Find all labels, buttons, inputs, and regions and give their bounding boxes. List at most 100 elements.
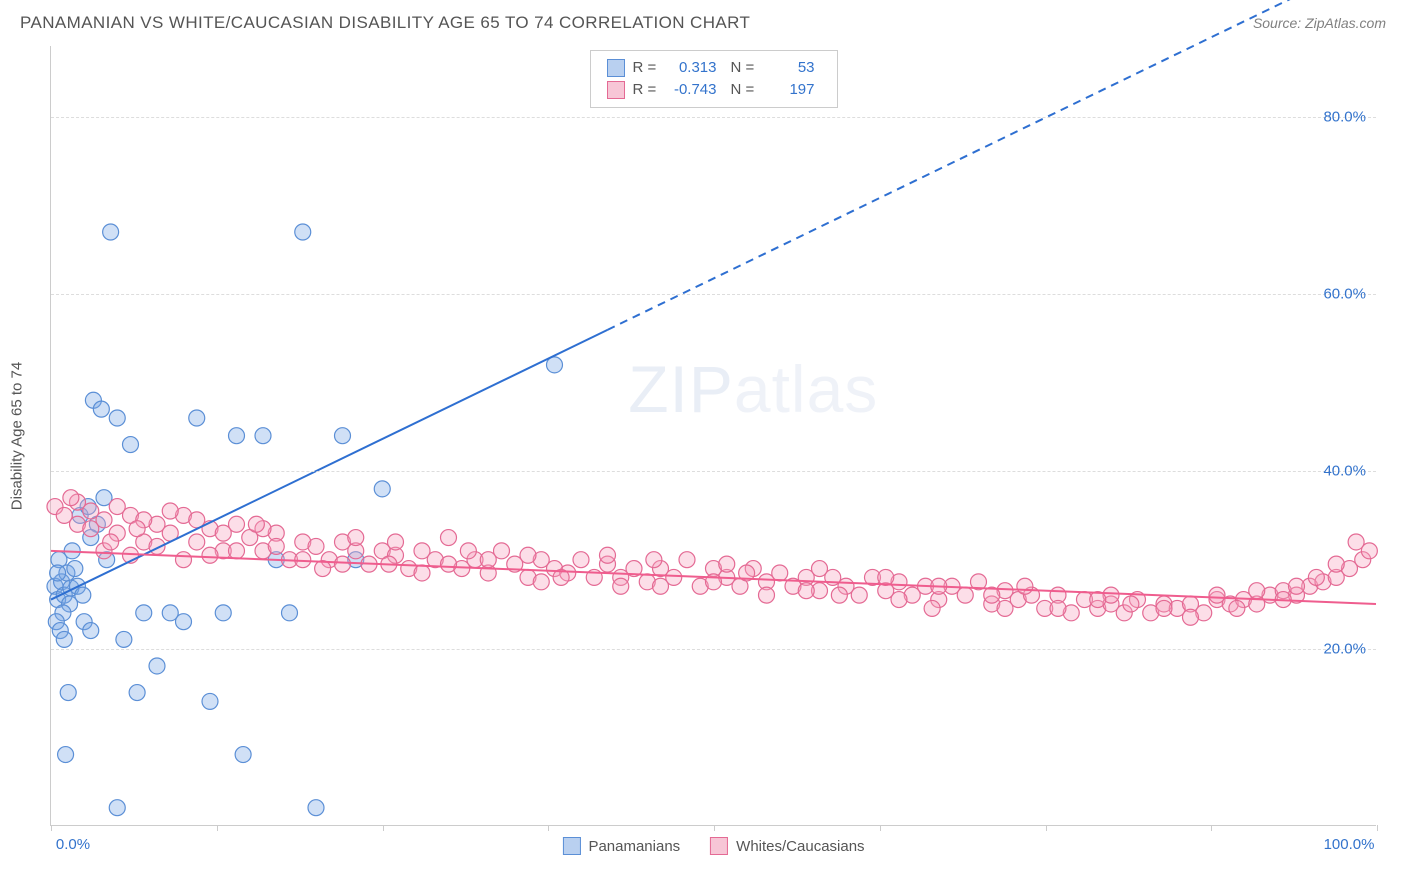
data-point <box>229 428 245 444</box>
data-point <box>997 600 1013 616</box>
data-point <box>414 565 430 581</box>
swatch-series1 <box>607 59 625 77</box>
chart-svg <box>51 46 1376 825</box>
x-tick <box>1377 825 1378 831</box>
data-point <box>58 747 74 763</box>
data-point <box>109 499 125 515</box>
source-attribution: Source: ZipAtlas.com <box>1253 15 1386 31</box>
x-tick <box>548 825 549 831</box>
data-point <box>149 658 165 674</box>
legend-row-series2: R = -0.743 N = 197 <box>607 79 821 101</box>
data-point <box>1209 587 1225 603</box>
legend-item-series2: Whites/Caucasians <box>710 837 864 855</box>
data-point <box>202 693 218 709</box>
x-tick <box>1046 825 1047 831</box>
legend-item-series1: Panamanians <box>562 837 680 855</box>
x-tick <box>714 825 715 831</box>
data-point <box>599 547 615 563</box>
data-point <box>189 534 205 550</box>
series2-label: Whites/Caucasians <box>736 838 864 855</box>
swatch-series2-bottom <box>710 837 728 855</box>
data-point <box>176 614 192 630</box>
data-point <box>1182 609 1198 625</box>
series1-n: 53 <box>767 57 821 79</box>
data-point <box>533 574 549 590</box>
trend-line <box>51 551 1376 604</box>
x-tick <box>880 825 881 831</box>
data-point <box>1288 578 1304 594</box>
data-point <box>63 490 79 506</box>
data-point <box>215 605 231 621</box>
data-point <box>831 587 847 603</box>
data-point <box>388 534 404 550</box>
data-point <box>83 623 99 639</box>
correlation-legend: R = 0.313 N = 53 R = -0.743 N = 197 <box>590 50 838 108</box>
y-tick-label: 60.0% <box>1323 286 1366 303</box>
n-label: N = <box>731 57 759 79</box>
data-point <box>460 543 476 559</box>
data-point <box>1249 583 1265 599</box>
chart-title: PANAMANIAN VS WHITE/CAUCASIAN DISABILITY… <box>20 13 750 33</box>
data-point <box>348 530 364 546</box>
data-point <box>758 587 774 603</box>
data-point <box>573 552 589 568</box>
data-point <box>891 592 907 608</box>
data-point <box>772 565 788 581</box>
data-point <box>1348 534 1364 550</box>
gridline <box>51 294 1376 295</box>
data-point <box>957 587 973 603</box>
data-point <box>189 410 205 426</box>
data-point <box>374 481 390 497</box>
r-label: R = <box>633 79 661 101</box>
data-point <box>652 578 668 594</box>
series1-r: 0.313 <box>669 57 723 79</box>
data-point <box>679 552 695 568</box>
data-point <box>646 552 662 568</box>
data-point <box>129 685 145 701</box>
series2-n: 197 <box>767 79 821 101</box>
data-point <box>93 401 109 417</box>
data-point <box>308 538 324 554</box>
gridline <box>51 471 1376 472</box>
data-point <box>295 224 311 240</box>
x-tick <box>217 825 218 831</box>
data-point <box>103 534 119 550</box>
series2-r: -0.743 <box>669 79 723 101</box>
data-point <box>116 631 132 647</box>
data-point <box>109 800 125 816</box>
r-label: R = <box>633 57 661 79</box>
x-tick <box>51 825 52 831</box>
data-point <box>248 516 264 532</box>
data-point <box>109 410 125 426</box>
series-legend: Panamanians Whites/Caucasians <box>562 837 864 855</box>
x-tick <box>1211 825 1212 831</box>
data-point <box>60 685 76 701</box>
data-point <box>613 578 629 594</box>
data-point <box>798 583 814 599</box>
x-tick-label: 100.0% <box>1324 836 1375 853</box>
data-point <box>235 747 251 763</box>
chart-header: PANAMANIAN VS WHITE/CAUCASIAN DISABILITY… <box>0 8 1406 38</box>
data-point <box>75 587 91 603</box>
x-tick <box>383 825 384 831</box>
data-point <box>1308 569 1324 585</box>
series1-label: Panamanians <box>588 838 680 855</box>
data-point <box>924 600 940 616</box>
data-point <box>1050 600 1066 616</box>
data-point <box>1156 600 1172 616</box>
data-point <box>255 428 271 444</box>
data-point <box>123 437 139 453</box>
y-axis-title: Disability Age 65 to 74 <box>9 361 26 509</box>
data-point <box>719 556 735 572</box>
data-point <box>335 556 351 572</box>
y-tick-label: 40.0% <box>1323 463 1366 480</box>
data-point <box>1123 596 1139 612</box>
data-point <box>520 547 536 563</box>
data-point <box>295 552 311 568</box>
n-label: N = <box>731 79 759 101</box>
data-point <box>50 565 66 581</box>
data-point <box>308 800 324 816</box>
data-point <box>215 525 231 541</box>
data-point <box>441 530 457 546</box>
data-point <box>1229 600 1245 616</box>
